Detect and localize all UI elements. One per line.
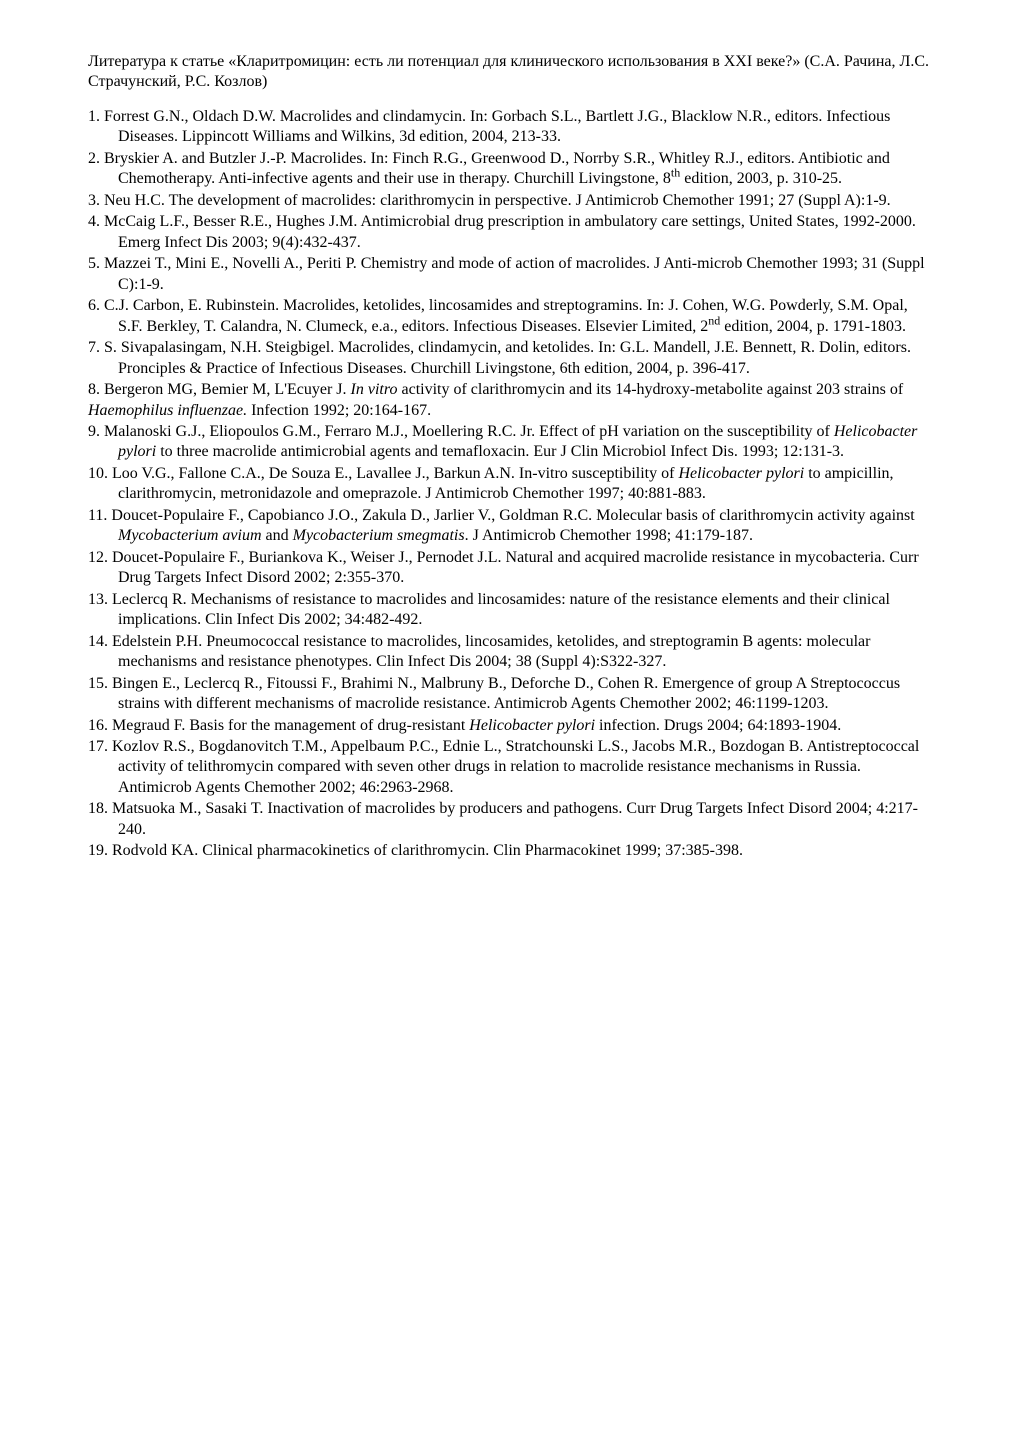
reference-text: Haemophilus influenzae. <box>88 402 247 419</box>
reference-number: 16. <box>88 717 112 734</box>
reference-item: 4. McCaig L.F., Besser R.E., Hughes J.M.… <box>88 212 932 253</box>
reference-number: 1. <box>88 108 104 125</box>
reference-number: 8. <box>88 381 104 398</box>
reference-item: 14. Edelstein P.H. Pneumococcal resistan… <box>88 632 932 673</box>
reference-item: 9. Malanoski G.J., Eliopoulos G.M., Ferr… <box>88 422 932 463</box>
reference-number: 14. <box>88 633 112 650</box>
reference-item: 16. Megraud F. Basis for the management … <box>88 716 932 736</box>
reference-number: 7. <box>88 339 104 356</box>
reference-item: 1. Forrest G.N., Oldach D.W. Macrolides … <box>88 107 932 148</box>
reference-item: 6. C.J. Carbon, E. Rubinstein. Macrolide… <box>88 296 932 337</box>
reference-text: Neu H.C. The development of macrolides: … <box>104 192 891 209</box>
reference-text: Infection 1992; 20:164-167. <box>247 402 431 419</box>
reference-number: 17. <box>88 738 112 755</box>
reference-number: 6. <box>88 297 104 314</box>
reference-item: 19. Rodvold KA. Clinical pharmacokinetic… <box>88 841 932 861</box>
reference-item: 15. Bingen E., Leclercq R., Fitoussi F.,… <box>88 674 932 715</box>
reference-number: 9. <box>88 423 104 440</box>
reference-text: Mycobacterium smegmatis <box>293 527 465 544</box>
reference-item: 3. Neu H.C. The development of macrolide… <box>88 191 932 211</box>
reference-text: edition, 2004, p. 1791-1803. <box>720 318 906 335</box>
reference-number: 18. <box>88 800 112 817</box>
reference-item: 17. Kozlov R.S., Bogdanovitch T.M., Appe… <box>88 737 932 798</box>
reference-text: Matsuoka M., Sasaki T. Inactivation of m… <box>112 800 918 837</box>
intro-paragraph: Литература к статье «Кларитромицин: есть… <box>88 52 932 93</box>
reference-number: 4. <box>88 213 104 230</box>
reference-text: and <box>262 527 293 544</box>
reference-item: 5. Mazzei T., Mini E., Novelli A., Perit… <box>88 254 932 295</box>
reference-text: Malanoski G.J., Eliopoulos G.M., Ferraro… <box>104 423 834 440</box>
reference-number: 19. <box>88 842 112 859</box>
reference-item: 2. Bryskier A. and Butzler J.-P. Macroli… <box>88 149 932 190</box>
reference-number: 10. <box>88 465 112 482</box>
reference-number: 11. <box>88 507 111 524</box>
reference-text: Forrest G.N., Oldach D.W. Macrolides and… <box>104 108 890 145</box>
reference-item: 10. Loo V.G., Fallone C.A., De Souza E.,… <box>88 464 932 505</box>
reference-item: 13. Leclercq R. Mechanisms of resistance… <box>88 590 932 631</box>
reference-text: Helicobacter pylori <box>678 465 804 482</box>
reference-number: 2. <box>88 150 104 167</box>
reference-text: edition, 2003, p. 310-25. <box>680 170 842 187</box>
reference-text: McCaig L.F., Besser R.E., Hughes J.M. An… <box>104 213 916 250</box>
reference-text: nd <box>708 313 720 327</box>
reference-text: Rodvold KA. Clinical pharmacokinetics of… <box>112 842 743 859</box>
reference-text: Edelstein P.H. Pneumococcal resistance t… <box>112 633 870 670</box>
reference-text: Doucet-Populaire F., Capobianco J.O., Za… <box>111 507 914 524</box>
reference-number: 5. <box>88 255 104 272</box>
reference-text: Mycobacterium avium <box>118 527 262 544</box>
reference-text: to three macrolide antimicrobial agents … <box>156 443 844 460</box>
reference-text: Doucet-Populaire F., Buriankova K., Weis… <box>112 549 919 586</box>
reference-number: 15. <box>88 675 112 692</box>
reference-text: Helicobacter pylori <box>469 717 595 734</box>
reference-number: 13. <box>88 591 112 608</box>
reference-text: . J Antimicrob Chemother 1998; 41:179-18… <box>465 527 753 544</box>
reference-text: In vitro <box>351 381 398 398</box>
reference-item: 11. Doucet-Populaire F., Capobianco J.O.… <box>88 506 932 547</box>
reference-item: 12. Doucet-Populaire F., Buriankova K., … <box>88 548 932 589</box>
references-list: 1. Forrest G.N., Oldach D.W. Macrolides … <box>88 107 932 862</box>
reference-item: 7. S. Sivapalasingam, N.H. Steigbigel. M… <box>88 338 932 379</box>
reference-text: S. Sivapalasingam, N.H. Steigbigel. Macr… <box>104 339 911 376</box>
reference-text: Leclercq R. Mechanisms of resistance to … <box>112 591 890 628</box>
reference-item: 8. Bergeron MG, Bemier M, L'Ecuyer J. In… <box>88 380 932 421</box>
reference-number: 12. <box>88 549 112 566</box>
reference-text: activity of clarithromycin and its 14-hy… <box>397 381 903 398</box>
reference-item: 18. Matsuoka M., Sasaki T. Inactivation … <box>88 799 932 840</box>
reference-text: Bingen E., Leclercq R., Fitoussi F., Bra… <box>112 675 900 712</box>
reference-text: Bergeron MG, Bemier M, L'Ecuyer J. <box>104 381 351 398</box>
reference-text: Loo V.G., Fallone C.A., De Souza E., Lav… <box>112 465 678 482</box>
reference-text: Megraud F. Basis for the management of d… <box>112 717 469 734</box>
reference-number: 3. <box>88 192 104 209</box>
reference-text: infection. Drugs 2004; 64:1893-1904. <box>595 717 841 734</box>
reference-text: th <box>671 166 680 180</box>
reference-text: Kozlov R.S., Bogdanovitch T.M., Appelbau… <box>112 738 919 796</box>
reference-text: Mazzei T., Mini E., Novelli A., Periti P… <box>104 255 925 292</box>
